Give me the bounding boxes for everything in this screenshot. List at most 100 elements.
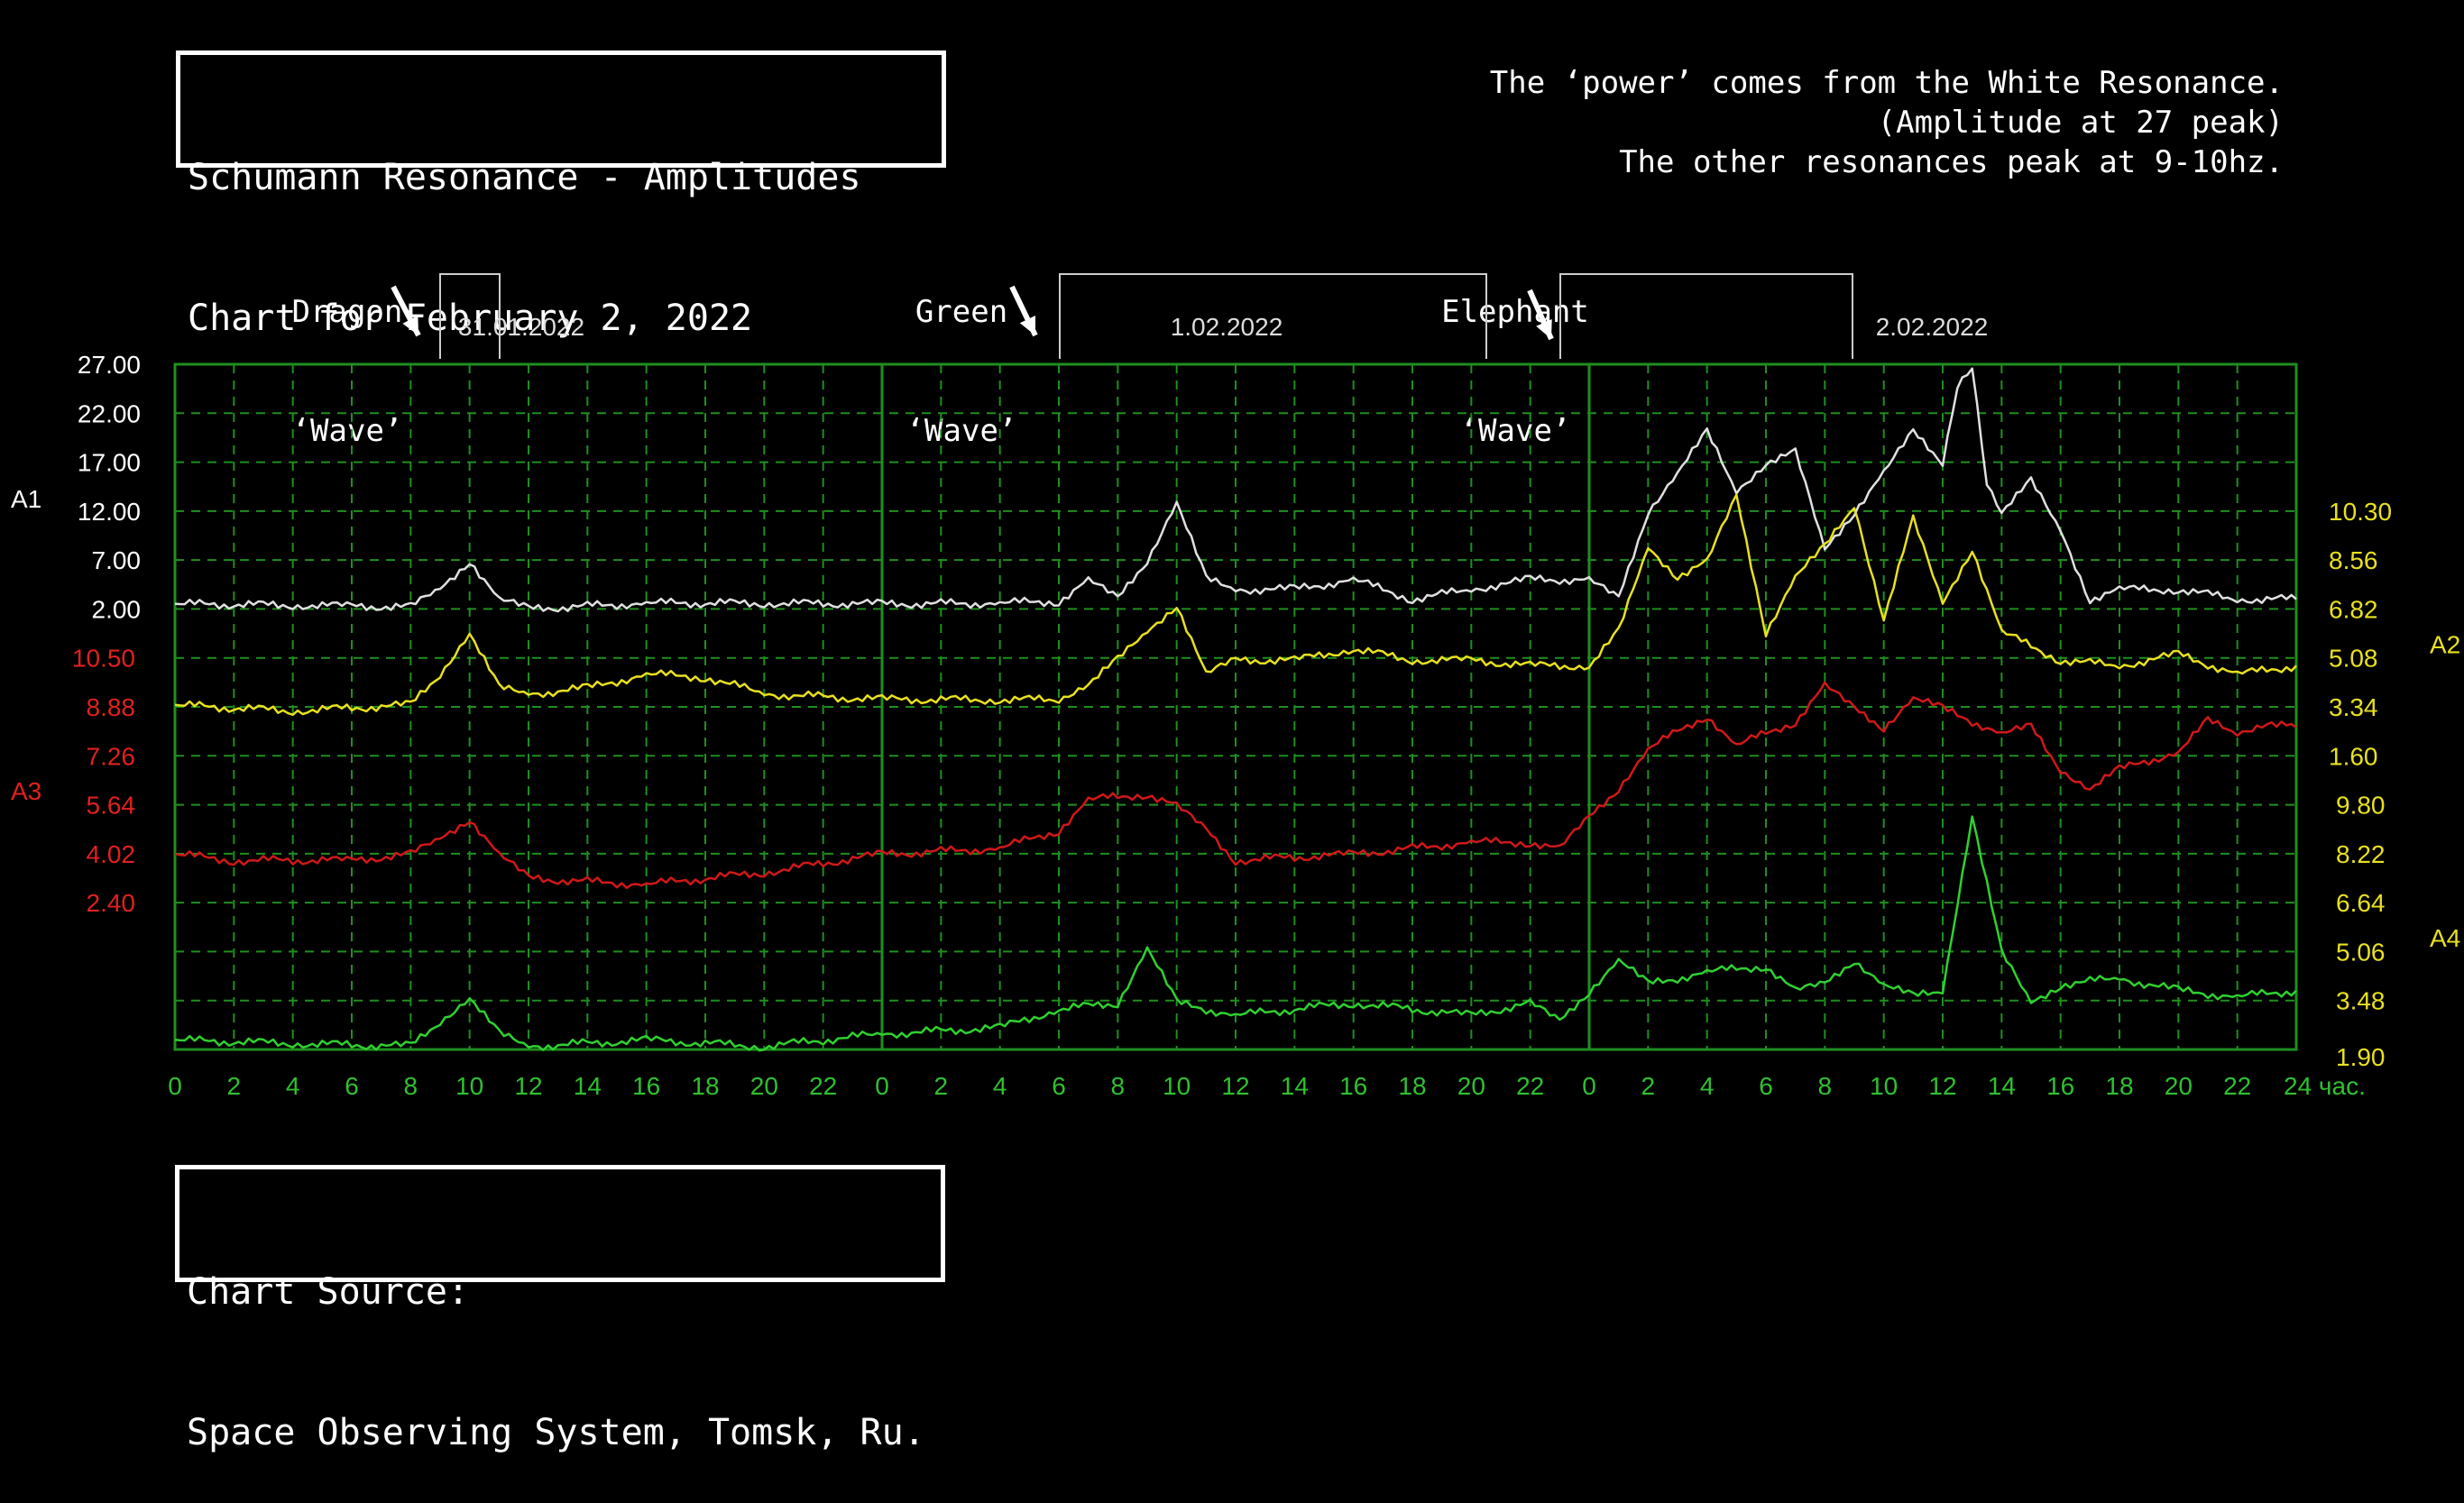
x-tick-label: 22 [2223,1072,2251,1100]
a2-tick-label: 1.60 [2329,742,2378,770]
date-bracket [439,273,501,359]
callout-arrow-head [1019,316,1036,335]
date-brackets: 31.01.2022 1.02.2022 2.02.2022 [439,273,1989,359]
a1-tick-label: 22.00 [78,399,141,427]
series-line-a3 [174,681,2297,890]
x-tick-label: 22 [809,1072,837,1100]
x-tick-label: 12 [514,1072,542,1100]
a4-tick-label: 3.48 [2336,987,2386,1015]
elephant-callout-line-1: Elephant [1441,294,1589,330]
callout-arrow-head [1536,319,1552,339]
x-tick-label: 10 [1163,1072,1191,1100]
date-label-0: 31.01.2022 [458,313,584,341]
x-tick-label: 12 [1928,1072,1956,1100]
x-tick-label: 16 [1339,1072,1367,1100]
amplitude-chart: 31.01.2022 1.02.2022 2.02.2022 0 2 4 6 8 10 12 14… [11,273,2460,1100]
a4-axis-label: A4 [2430,924,2460,952]
chart-ticks: 0 2 4 6 8 10 12 14 16 18 20 22 0 2 4 6 8 10 12 14 16 18 20 22 0 2… [11,351,2460,1100]
a2-tick-label: 3.34 [2329,693,2378,721]
series-line-a1 [174,367,2297,613]
a3-tick-label: 7.26 [87,742,136,770]
x-tick-label: 10 [1870,1072,1898,1100]
x-tick-label: 14 [1988,1072,2016,1100]
x-tick-label: 12 [1221,1072,1249,1100]
x-tick-label: 18 [2105,1072,2133,1100]
elephant-wave-callout: Elephant ‘Wave’ [1425,213,1605,490]
x-tick-label: 8 [1111,1072,1126,1100]
dragon-wave-callout: Dragon ‘Wave’ [271,213,424,490]
x-tick-label: 18 [691,1072,719,1100]
x-tick-label: 6 [345,1072,359,1100]
a2-axis-label: A2 [2430,630,2460,658]
x-tick-label: 14 [1281,1072,1309,1100]
note-line-1: The ‘power’ comes from the White Resonan… [1489,65,2284,101]
a4-tick-label: 5.06 [2336,938,2386,966]
a3-tick-label: 4.02 [87,840,136,868]
a1-tick-label: 17.00 [78,449,141,477]
a4-tick-label: 1.90 [2336,1043,2386,1071]
x-tick-label: 18 [1398,1072,1426,1100]
x-tick-label: 8 [404,1072,418,1100]
a3-tick-label: 8.88 [87,693,136,721]
callout-arrows [391,285,1554,341]
series-line-a2 [174,493,2297,717]
a1-tick-label: 27.00 [78,351,141,379]
source-line-2: Space Observing System, Tomsk, Ru. [187,1412,925,1453]
a1-tick-label: 7.00 [92,546,142,574]
a2-tick-label: 8.56 [2329,546,2378,574]
a1-tick-label: 12.00 [78,498,141,526]
x-tick-label: 16 [632,1072,660,1100]
x-tick-label: 10 [455,1072,483,1100]
date-label-2: 2.02.2022 [1876,313,1989,341]
chart-series [174,367,2297,1052]
x-tick-label: 6 [1052,1072,1066,1100]
x-tick-label: 6 [1759,1072,1773,1100]
x-tick-label: 0 [168,1072,182,1100]
series-line-a4 [174,815,2297,1052]
x-tick-label: 4 [993,1072,1007,1100]
green-callout-line-1: Green [915,294,1008,330]
green-callout-line-2: ‘Wave’ [906,413,1017,449]
a3-axis-label: A3 [11,777,41,805]
x-tick-label: 2 [1641,1072,1656,1100]
x-tick-label: 8 [1818,1072,1833,1100]
x-tick-label: 24 час. [2284,1072,2366,1100]
a3-tick-label: 5.64 [87,792,136,820]
date-label-1: 1.02.2022 [1171,313,1283,341]
title-line-1: Schumann Resonance - Amplitudes [188,157,861,198]
x-tick-label: 2 [934,1072,949,1100]
a2-tick-label: 5.08 [2329,645,2378,673]
a1-axis-label: A1 [11,485,41,513]
x-tick-label: 0 [875,1072,889,1100]
a4-tick-label: 8.22 [2336,840,2386,868]
x-tick-label: 4 [286,1072,300,1100]
x-tick-label: 20 [750,1072,778,1100]
date-bracket [1559,273,1853,359]
x-tick-label: 20 [2165,1072,2193,1100]
chart-grid [173,362,2298,1051]
power-note: The ‘power’ comes from the White Resonan… [1490,63,2284,182]
x-tick-label: 22 [1516,1072,1544,1100]
a4-tick-label: 9.80 [2336,792,2386,820]
a3-tick-label: 10.50 [72,645,135,673]
title-box: Schumann Resonance - Amplitudes Chart fo… [176,50,946,339]
dragon-callout-line-2: ‘Wave’ [291,413,403,449]
callout-arrow-head [402,316,418,335]
green-wave-callout: Green ‘Wave’ [889,213,1034,490]
dragon-callout-line-1: Dragon [291,294,403,330]
x-tick-label: 2 [227,1072,242,1100]
x-tick-label: 0 [1582,1072,1596,1100]
a4-tick-label: 6.64 [2336,889,2386,917]
x-tick-label: 14 [574,1072,602,1100]
a2-tick-label: 10.30 [2329,498,2392,526]
date-bracket [1059,273,1487,359]
a1-tick-label: 2.00 [92,595,142,623]
note-line-3: The other resonances peak at 9-10hz. [1619,144,2284,180]
note-line-2: (Amplitude at 27 peak) [1877,105,2284,141]
a2-tick-label: 6.82 [2329,595,2378,623]
x-tick-label: 16 [2046,1072,2074,1100]
x-tick-label: 20 [1457,1072,1485,1100]
x-tick-label: 4 [1700,1072,1715,1100]
elephant-callout-line-2: ‘Wave’ [1459,413,1571,449]
source-line-1: Chart Source: [187,1271,470,1313]
